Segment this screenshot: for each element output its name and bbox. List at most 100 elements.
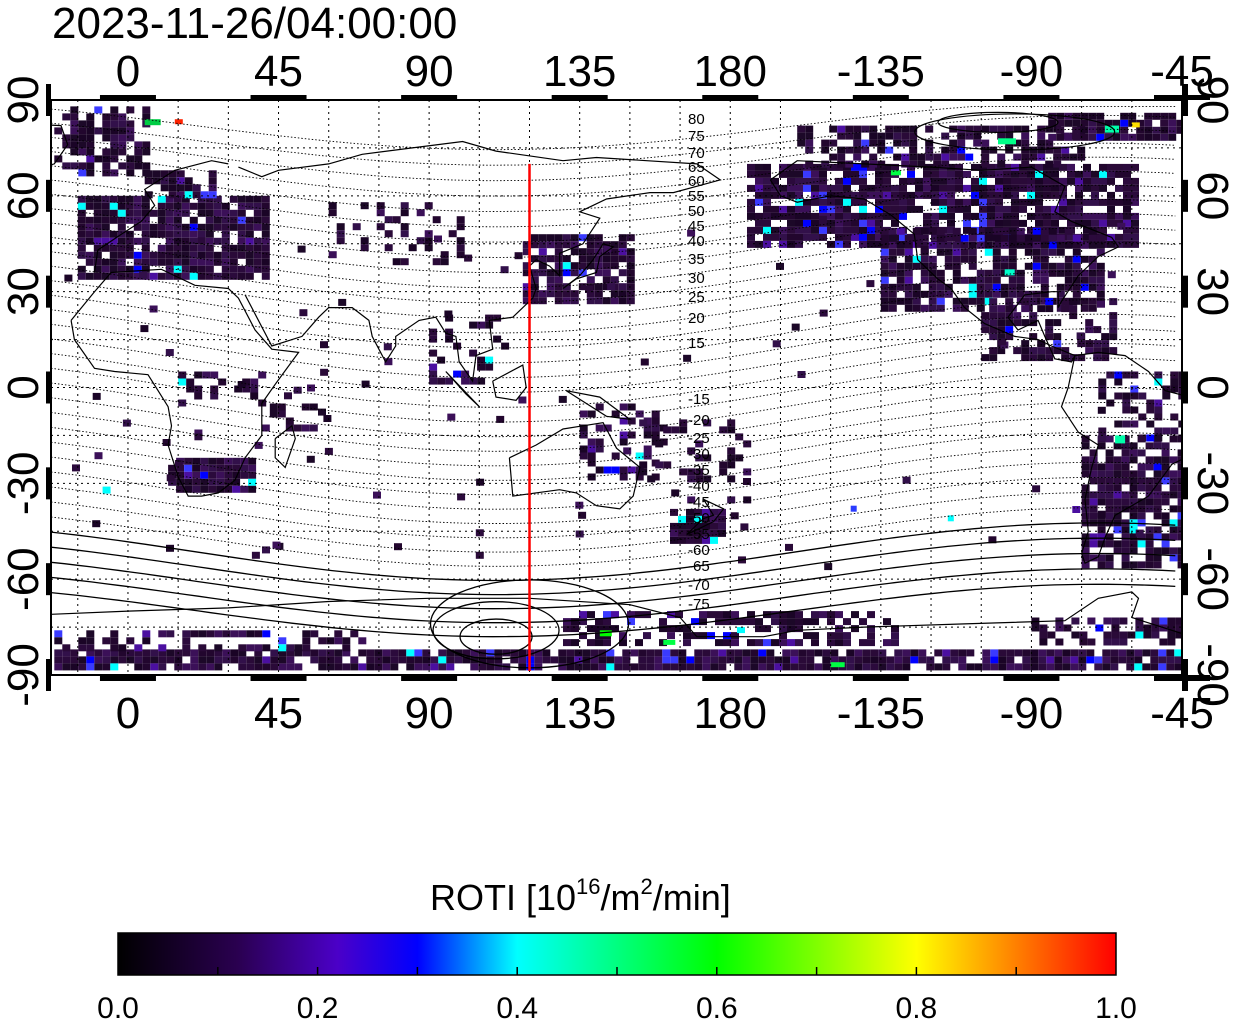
roti-cell bbox=[819, 170, 827, 178]
roti-cell bbox=[182, 649, 191, 657]
roti-cell bbox=[229, 216, 238, 224]
roti-cell bbox=[133, 258, 142, 266]
roti-cell bbox=[125, 216, 134, 224]
roti-cell bbox=[579, 632, 587, 640]
roti-cell bbox=[1005, 132, 1014, 140]
roti-cell bbox=[1169, 505, 1178, 513]
roti-cell bbox=[803, 219, 811, 227]
roti-cell bbox=[92, 520, 101, 528]
roti-cell bbox=[173, 202, 182, 210]
roti-cell bbox=[262, 644, 271, 652]
roti-cell bbox=[837, 132, 846, 140]
roti-cell bbox=[845, 125, 854, 133]
roti-cell bbox=[619, 473, 628, 481]
roti-cell-highlight bbox=[663, 639, 676, 645]
roti-cell bbox=[779, 226, 787, 234]
roti-cell bbox=[447, 413, 456, 421]
roti-cell bbox=[1176, 126, 1182, 134]
magnetic-contour bbox=[51, 476, 1176, 539]
roti-cell bbox=[1078, 663, 1087, 671]
roti-cell bbox=[1154, 399, 1163, 407]
roti-cell bbox=[1106, 371, 1115, 379]
roti-cell bbox=[941, 153, 950, 161]
roti-cell bbox=[165, 349, 174, 356]
roti-cell bbox=[221, 251, 230, 259]
roti-cell bbox=[184, 471, 193, 479]
roti-cell bbox=[891, 212, 899, 220]
roti-cell bbox=[814, 649, 823, 657]
roti-cell bbox=[1121, 491, 1130, 499]
roti-cell bbox=[301, 403, 310, 411]
roti-cell bbox=[891, 184, 899, 192]
roti-cell bbox=[221, 223, 230, 231]
roti-cell bbox=[646, 649, 655, 657]
roti-cell bbox=[285, 417, 294, 425]
contour-label-north: 20 bbox=[688, 310, 705, 327]
roti-cell bbox=[771, 618, 779, 626]
roti-cell bbox=[1075, 198, 1083, 206]
roti-cell bbox=[936, 234, 945, 242]
roti-cell bbox=[626, 276, 635, 284]
roti-cell bbox=[1089, 498, 1098, 506]
roti-cell bbox=[995, 219, 1003, 227]
roti-cell bbox=[1113, 512, 1122, 520]
roti-cell bbox=[1131, 240, 1139, 248]
roti-cell bbox=[336, 223, 345, 231]
roti-cell bbox=[1038, 663, 1047, 671]
roti-cell bbox=[1102, 649, 1111, 657]
roti-cell bbox=[1083, 163, 1091, 171]
roti-cell bbox=[278, 656, 287, 664]
roti-cell bbox=[221, 216, 230, 224]
roti-cell bbox=[611, 452, 620, 460]
roti-cell bbox=[78, 141, 87, 149]
roti-cell bbox=[843, 240, 851, 248]
roti-cell bbox=[578, 255, 587, 263]
roti-cell bbox=[1137, 484, 1146, 492]
magnetic-contour-closed bbox=[432, 601, 560, 660]
roti-cell bbox=[270, 663, 279, 671]
roti-cell bbox=[230, 630, 239, 638]
roti-cell bbox=[1119, 617, 1128, 625]
roti-cell bbox=[1129, 533, 1138, 541]
roti-cell bbox=[192, 184, 201, 192]
roti-cell bbox=[909, 139, 918, 147]
roti-cell bbox=[1115, 184, 1123, 192]
roti-cell bbox=[949, 139, 958, 147]
roti-cell bbox=[968, 297, 977, 305]
roti-cell bbox=[586, 248, 595, 256]
roti-cell bbox=[422, 663, 431, 671]
roti-cell bbox=[771, 191, 779, 199]
roti-cell bbox=[205, 230, 214, 238]
roti-cell bbox=[992, 248, 1001, 256]
roti-cell bbox=[1027, 170, 1035, 178]
roti-cell bbox=[602, 269, 611, 277]
roti-cell bbox=[133, 272, 142, 280]
roti-cell bbox=[1043, 205, 1051, 213]
roti-cell bbox=[554, 283, 563, 291]
roti-cell bbox=[779, 233, 787, 241]
roti-cell bbox=[158, 649, 167, 657]
roti-cell bbox=[1145, 505, 1154, 513]
roti-cell bbox=[198, 649, 207, 657]
roti-cell bbox=[221, 209, 230, 217]
roti-cell bbox=[213, 216, 222, 224]
roti-cell bbox=[278, 637, 287, 645]
roti-cell bbox=[198, 656, 207, 664]
roti-cell bbox=[1121, 470, 1130, 478]
roti-cell bbox=[635, 452, 644, 460]
roti-cell bbox=[414, 656, 423, 664]
roti-cell bbox=[1024, 262, 1033, 270]
magnetic-contour bbox=[51, 522, 1176, 582]
roti-cell bbox=[1031, 617, 1040, 625]
roti-cell bbox=[214, 649, 223, 657]
roti-cell bbox=[160, 177, 169, 185]
roti-cell bbox=[755, 618, 763, 626]
roti-cell bbox=[165, 237, 174, 245]
roti-cell bbox=[819, 611, 827, 619]
roti-cell bbox=[238, 663, 247, 671]
roti-cell bbox=[538, 297, 547, 305]
roti-cell bbox=[384, 244, 393, 252]
roti-cell bbox=[1091, 212, 1099, 220]
roti-cell bbox=[723, 611, 731, 619]
roti-cell bbox=[173, 251, 182, 259]
